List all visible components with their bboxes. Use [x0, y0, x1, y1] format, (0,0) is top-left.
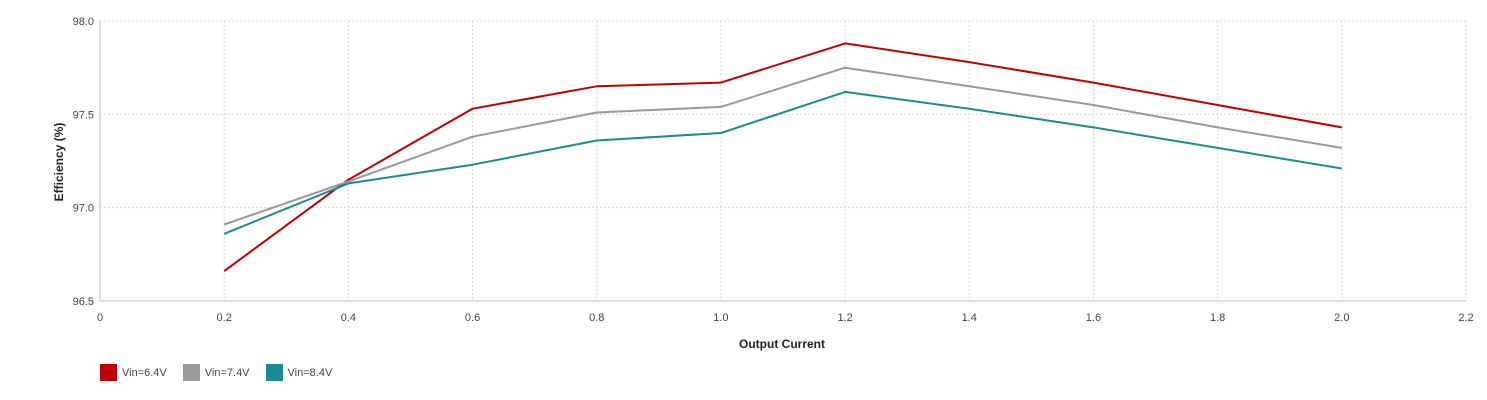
x-tick-label: 0: [97, 312, 103, 324]
legend-label: Vin=6.4V: [122, 366, 167, 379]
x-tick-label: 1.0: [713, 312, 728, 324]
x-tick-label: 1.2: [837, 312, 852, 324]
x-tick-label: 0.8: [589, 312, 604, 324]
x-tick-label: 2.0: [1334, 312, 1349, 324]
legend-label: Vin=8.4V: [287, 366, 333, 379]
legend-item-2[interactable]: Vin=7.4V: [182, 364, 250, 381]
axes: [99, 21, 1466, 302]
series-line-1: [223, 42, 1342, 272]
x-tick-label: 0.6: [465, 312, 480, 324]
y-tick-label: 97.5: [73, 109, 94, 121]
legend-item-3[interactable]: Vin=8.4V: [265, 364, 333, 381]
legend-item-1[interactable]: Vin=6.4V: [100, 364, 167, 381]
legend: Vin=6.4V Vin=7.4V Vin=8.4V: [100, 364, 332, 381]
y-axis-title: Efficiency (%): [52, 123, 66, 202]
legend-swatch: [265, 364, 283, 381]
legend-swatch: [182, 364, 200, 381]
x-tick-label: 1.8: [1210, 312, 1225, 324]
x-tick-label: 1.6: [1086, 312, 1101, 324]
x-axis-title: Output Current: [739, 337, 825, 351]
series-line-2: [223, 66, 1342, 226]
x-tick-label: 1.4: [962, 312, 977, 324]
plot-series: [223, 42, 1342, 272]
legend-swatch: [100, 364, 117, 381]
x-tick-label: 0.2: [217, 312, 232, 324]
tick-labels: 0 0.2 0.4 0.6 0.8 1.0 1.2 1.4 1.6 1.8 2.0 2.2 96.5 97…: [73, 16, 1474, 324]
legend-label: Vin=7.4V: [204, 366, 250, 379]
series-line-3: [223, 90, 1342, 235]
y-tick-label: 96.5: [73, 296, 94, 308]
x-tick-label: 0.4: [341, 312, 356, 324]
y-tick-label: 98.0: [73, 16, 94, 28]
y-tick-label: 97.0: [73, 203, 94, 215]
x-tick-label: 2.2: [1458, 312, 1473, 324]
grid: [100, 20, 1467, 301]
